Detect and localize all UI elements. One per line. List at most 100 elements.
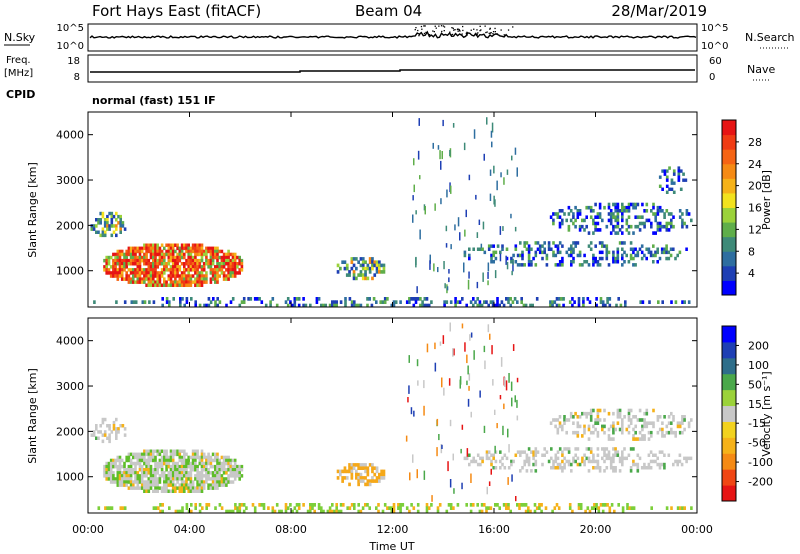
data-cell	[373, 260, 377, 264]
data-cell	[576, 215, 580, 219]
data-cell	[344, 297, 347, 301]
data-cell	[350, 300, 354, 304]
data-cell	[607, 411, 611, 416]
data-cell	[134, 252, 137, 257]
data-cell	[572, 256, 575, 261]
data-cell	[496, 303, 499, 308]
data-cell	[399, 300, 402, 304]
data-cell	[176, 252, 179, 257]
data-cell	[557, 303, 561, 308]
data-cell	[480, 509, 484, 514]
data-cell	[152, 271, 155, 275]
data-cell	[105, 474, 108, 478]
data-cell	[209, 277, 213, 281]
data-cell	[160, 271, 164, 275]
data-cell	[676, 459, 679, 464]
data-cell	[665, 209, 669, 213]
data-cell	[676, 253, 679, 258]
data-cell	[145, 461, 148, 466]
data-cell	[390, 303, 394, 308]
data-cell	[621, 421, 624, 425]
data-cell	[616, 215, 620, 219]
data-cell	[198, 477, 202, 481]
data-cell	[149, 464, 153, 469]
data-cell	[601, 244, 604, 248]
scatter-streak	[507, 477, 509, 485]
data-cell	[386, 297, 389, 301]
data-cell	[561, 218, 564, 223]
data-cell	[107, 464, 111, 469]
scatter-streak	[483, 153, 485, 161]
data-cell	[165, 265, 168, 269]
data-cell	[601, 218, 604, 223]
data-cell	[209, 258, 213, 263]
data-cell	[589, 247, 593, 251]
data-cell	[598, 466, 602, 470]
data-cell	[373, 479, 377, 483]
data-cell	[683, 506, 686, 510]
data-cell	[119, 227, 122, 231]
data-cell	[174, 483, 177, 487]
data-cell	[364, 476, 367, 480]
data-cell	[465, 456, 469, 461]
data-cell	[218, 480, 221, 484]
data-cell	[163, 280, 166, 284]
data-cell	[538, 250, 542, 255]
data-cell	[140, 246, 144, 251]
data-cell	[115, 417, 118, 422]
data-cell	[109, 458, 113, 463]
data-cell	[523, 462, 526, 467]
nsearch-point	[458, 28, 460, 31]
data-cell	[238, 303, 242, 308]
data-cell	[286, 303, 290, 308]
data-cell	[525, 459, 529, 464]
data-cell	[169, 271, 173, 275]
data-cell	[670, 430, 673, 435]
nsearch-point	[473, 28, 475, 30]
colorbar-segment	[722, 192, 736, 208]
data-cell	[196, 271, 199, 275]
data-cell	[563, 447, 566, 451]
scatter-streak	[444, 283, 446, 289]
nsearch-point	[453, 29, 455, 31]
data-cell	[375, 263, 379, 268]
colorbar-segment	[722, 280, 736, 296]
data-cell	[286, 297, 290, 301]
data-cell	[121, 424, 125, 428]
data-cell	[154, 480, 157, 484]
data-cell	[621, 224, 624, 229]
nsearch-point	[470, 29, 472, 31]
data-cell	[138, 455, 142, 460]
data-cell	[233, 477, 237, 481]
data-cell	[123, 258, 126, 263]
data-cell	[658, 466, 662, 470]
data-cell	[118, 255, 122, 260]
data-cell	[172, 297, 175, 301]
data-cell	[238, 258, 241, 263]
data-cell	[183, 252, 186, 257]
data-cell	[656, 250, 659, 255]
data-cell	[571, 303, 574, 308]
data-cell	[289, 300, 292, 304]
data-cell	[561, 469, 564, 473]
data-cell	[209, 461, 213, 466]
data-cell	[656, 415, 660, 419]
data-cell	[652, 231, 655, 235]
data-cell	[589, 418, 593, 422]
scatter-streak	[434, 362, 437, 372]
data-cell	[567, 212, 571, 216]
scatter-streak	[512, 344, 515, 351]
data-cell	[194, 265, 197, 269]
data-cell	[487, 247, 491, 251]
data-cell	[200, 486, 204, 490]
data-cell	[160, 274, 164, 278]
data-cell	[361, 476, 365, 480]
data-cell	[519, 450, 522, 454]
data-cell	[183, 480, 186, 484]
data-cell	[668, 187, 671, 191]
data-cell	[521, 250, 524, 255]
data-cell	[556, 418, 560, 422]
data-cell	[189, 486, 193, 490]
nsearch-point	[449, 31, 451, 33]
data-cell	[136, 277, 140, 281]
